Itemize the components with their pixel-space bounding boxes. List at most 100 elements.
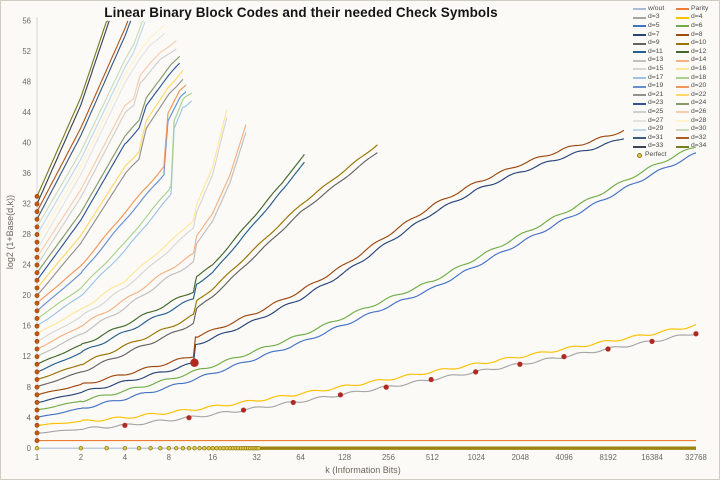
legend-label: d=31 [648, 133, 664, 141]
perfect-dot-hamming [605, 346, 611, 352]
legend-label: d=4 [691, 13, 703, 21]
perfect-dot-k1 [34, 377, 40, 382]
perfect-dot-k1 [34, 338, 40, 344]
legend-label: d=9 [648, 39, 660, 47]
perfect-dot-hamming [186, 415, 192, 421]
legend-entry-d-21: d=21 [633, 91, 676, 99]
series-line-d-21 [36, 78, 184, 296]
perfect-dot-k1 [34, 293, 40, 298]
perfect-dot-hamming [122, 422, 128, 428]
series-line-d-5 [36, 152, 697, 419]
x-tick-label: 64 [296, 453, 305, 462]
series-line-d-27 [36, 32, 166, 251]
perfect-dot-k1 [34, 308, 40, 314]
series-line-d-4 [36, 324, 697, 427]
legend-swatch-line [676, 51, 689, 54]
legend-swatch-line [676, 8, 689, 11]
perfect-dot-hamming [473, 369, 479, 375]
y-tick-label: 12 [22, 352, 31, 361]
legend-entry-d-4: d=4 [676, 14, 719, 21]
legend-swatch-line [633, 137, 646, 140]
perfect-dot [210, 446, 215, 451]
legend-entry-d-3: d=3 [633, 14, 676, 21]
legend-swatch-line [676, 85, 689, 88]
perfect-dot-k1 [34, 277, 40, 283]
perfect-dot-k1 [34, 201, 40, 207]
legend-entry-d-10: d=10 [676, 39, 719, 47]
perfect-dot [104, 446, 109, 451]
perfect-dot-hamming [649, 338, 655, 344]
perfect-dot [202, 446, 207, 451]
y-tick-label: 20 [22, 291, 31, 300]
legend-entry-d-28: d=28 [676, 116, 719, 125]
perfect-dot-hamming [517, 361, 523, 367]
x-axis-title: k (Information Bits) [325, 465, 401, 475]
legend-entry-parity: Parity [676, 5, 719, 13]
y-tick-label: 28 [22, 230, 31, 239]
legend-entry-perfect: Perfect [633, 150, 676, 159]
legend-label: d=30 [691, 125, 707, 133]
legend-entry-d-14: d=14 [676, 57, 719, 64]
legend-label: d=14 [691, 56, 707, 64]
x-tick-label: 1024 [468, 453, 486, 462]
perfect-dot-k1 [34, 232, 40, 237]
legend-entry-d-7: d=7 [633, 31, 676, 39]
legend-swatch-line [676, 34, 689, 37]
x-tick-label: 32 [252, 453, 261, 462]
legend-swatch-line [676, 16, 689, 19]
legend-swatch-line [676, 102, 689, 105]
legend-item-row: Perfect [633, 151, 719, 160]
x-tick-label: 16384 [641, 453, 663, 462]
legend-entry-d-8: d=8 [676, 31, 719, 39]
x-tick-label: 1 [35, 453, 39, 462]
legend-label: d=28 [691, 116, 707, 124]
legend-item-row: d=7 d=8 [633, 31, 719, 40]
series-line-d-9 [36, 152, 378, 388]
y-tick-label: 52 [22, 47, 31, 56]
perfect-dot-hamming [383, 384, 389, 390]
legend-entry-d-31: d=31 [633, 133, 676, 142]
legend-swatch-line [633, 25, 646, 28]
series-line-d-16 [36, 109, 228, 335]
series-line-d-13 [36, 132, 247, 357]
legend-swatch-line [676, 42, 689, 45]
perfect-dot [256, 446, 261, 451]
perfect-dot [174, 446, 179, 451]
legend-swatch-line [633, 16, 646, 19]
legend-label: d=34 [691, 142, 707, 150]
legend-label: d=13 [648, 56, 664, 64]
legend-label: d=26 [691, 108, 707, 116]
legend-item-row: d=3 d=4 [633, 14, 719, 23]
y-tick-label: 8 [27, 383, 31, 392]
legend-entry-d-11: d=11 [633, 48, 676, 56]
perfect-dot-k1 [34, 392, 40, 398]
legend-item-row: w/out Parity [633, 5, 719, 14]
legend-entry-d-5: d=5 [633, 22, 676, 30]
legend-label: d=20 [691, 82, 707, 90]
legend-item-row: d=21 d=22 [633, 91, 719, 100]
series-line-d-24 [36, 55, 181, 274]
legend-label: Perfect [645, 150, 667, 158]
y-tick-label: 24 [22, 261, 31, 270]
perfect-dot-k1 [34, 430, 40, 436]
y-tick-label: 44 [22, 108, 31, 117]
legend-entry-d-18: d=18 [676, 74, 719, 82]
legend-item-row: d=15 d=16 [633, 65, 719, 74]
legend: w/out Parity d=3 d=4 d=5 d=6 d=7 d=8 d=9 d=10 d=11… [633, 5, 719, 160]
perfect-dot [136, 446, 142, 451]
legend-entry-d-17: d=17 [633, 73, 676, 82]
perfect-dot-hamming [290, 399, 296, 406]
legend-swatch-line [633, 145, 646, 148]
y-tick-label: 16 [22, 322, 31, 331]
perfect-dot-k1 [34, 270, 40, 276]
perfect-dot-k1 [34, 438, 40, 443]
perfect-dot-k1 [34, 216, 40, 222]
legend-label: d=17 [648, 73, 664, 81]
perfect-dot-k1 [34, 239, 40, 245]
legend-label: d=6 [691, 22, 703, 30]
perfect-dot [122, 446, 128, 451]
perfect-dot-k1 [34, 209, 40, 215]
perfect-dot-hamming [240, 407, 247, 413]
perfect-dot-k1 [34, 285, 40, 291]
series-line-d-29 [36, 21, 146, 235]
